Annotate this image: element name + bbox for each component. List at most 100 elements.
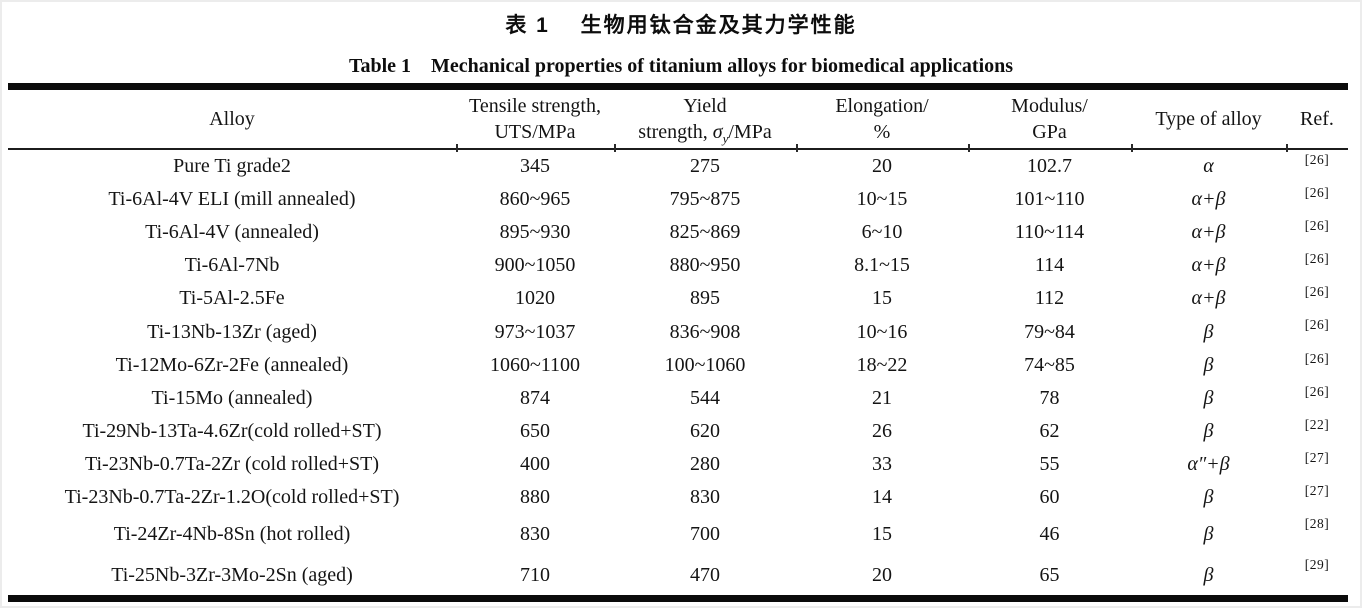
cell-yield_strength: 620 xyxy=(690,419,720,442)
cell-elongation: 15 xyxy=(872,522,892,545)
column-divider-tick xyxy=(456,144,458,152)
column-header-line: Ref. xyxy=(1300,108,1334,130)
column-header-ref: Ref. xyxy=(1286,90,1348,148)
reference-superscript: [26] xyxy=(1304,218,1330,234)
cell-type_of_alloy: α+β xyxy=(1191,254,1226,277)
column-header-line: GPa xyxy=(1032,121,1067,143)
cell-modulus: 112 xyxy=(1034,287,1065,310)
table-row: Ti-23Nb-0.7Ta-2Zr-1.2O(cold rolled+ST) 88… xyxy=(8,481,1348,514)
cell-alloy: Ti-6Al-4V ELI (mill annealed) xyxy=(108,188,356,211)
table-row: Ti-15Mo (annealed) 874 544 21 78 β [26] xyxy=(8,382,1348,415)
cell-modulus: 102.7 xyxy=(1027,155,1072,178)
cell-modulus: 101~110 xyxy=(1014,188,1085,211)
cell-yield_strength: 825~869 xyxy=(669,221,741,244)
column-divider-tick xyxy=(1131,144,1133,152)
cell-tensile_strength: 1060~1100 xyxy=(489,353,581,376)
table-top-rule xyxy=(8,83,1348,90)
alloy-properties-table: Alloy Tensile strength, UTS/MPa Yield streng… xyxy=(8,83,1348,603)
reference-superscript: [26] xyxy=(1304,350,1330,366)
column-divider-tick xyxy=(1286,144,1288,152)
cell-tensile_strength: 830 xyxy=(520,522,550,545)
table-row: Ti-29Nb-13Ta-4.6Zr(cold rolled+ST) 650 620… xyxy=(8,415,1348,448)
column-header-line: Alloy xyxy=(209,108,255,130)
cell-type_of_alloy: α xyxy=(1203,155,1214,178)
cell-ref: [26] xyxy=(1286,249,1348,282)
cell-ref: [26] xyxy=(1286,150,1348,183)
cell-elongation: 21 xyxy=(872,386,892,409)
cell-type_of_alloy: α+β xyxy=(1191,188,1226,211)
cell-type_of_alloy: α″+β xyxy=(1187,452,1230,475)
column-header-yield_strength: Yield strength, σy/MPa xyxy=(614,90,796,148)
cell-elongation: 10~16 xyxy=(856,320,908,343)
column-header-line: % xyxy=(873,121,891,143)
table-row: Ti-6Al-4V ELI (mill annealed) 860~965 795~… xyxy=(8,183,1348,216)
table-row: Pure Ti grade2 345 275 20 102.7 α [26] xyxy=(8,150,1348,183)
cell-elongation: 20 xyxy=(872,563,892,586)
cell-alloy: Ti-6Al-4V (annealed) xyxy=(145,221,319,244)
cell-type_of_alloy: β xyxy=(1203,320,1214,343)
cell-modulus: 62 xyxy=(1039,419,1060,442)
reference-superscript: [27] xyxy=(1304,449,1330,465)
cell-yield_strength: 280 xyxy=(690,452,720,475)
cell-ref: [26] xyxy=(1286,183,1348,216)
cell-modulus: 55 xyxy=(1039,452,1060,475)
cell-tensile_strength: 874 xyxy=(520,386,550,409)
table-row: Ti-12Mo-6Zr-2Fe (annealed) 1060~1100 100~1… xyxy=(8,349,1348,382)
cell-type_of_alloy: β xyxy=(1203,353,1214,376)
table-row: Ti-5Al-2.5Fe 1020 895 15 112 α+β [26] xyxy=(8,282,1348,315)
cell-elongation: 33 xyxy=(872,452,892,475)
cell-elongation: 15 xyxy=(872,287,892,310)
cell-elongation: 20 xyxy=(872,155,892,178)
table-row: Ti-25Nb-3Zr-3Mo-2Sn (aged) 710 470 20 65 β [29… xyxy=(8,555,1348,596)
column-header-line: strength, σy/MPa xyxy=(638,121,772,146)
cell-tensile_strength: 973~1037 xyxy=(494,320,576,343)
cell-type_of_alloy: β xyxy=(1203,522,1214,545)
cell-ref: [29] xyxy=(1286,555,1348,596)
cell-yield_strength: 700 xyxy=(690,522,720,545)
reference-superscript: [26] xyxy=(1304,383,1330,399)
column-divider-tick xyxy=(614,144,616,152)
reference-superscript: [26] xyxy=(1304,317,1330,333)
cell-yield_strength: 275 xyxy=(690,155,720,178)
column-header-line: Elongation/ xyxy=(835,95,929,117)
cell-elongation: 10~15 xyxy=(856,188,908,211)
cell-alloy: Ti-15Mo (annealed) xyxy=(151,386,313,409)
column-header-alloy: Alloy xyxy=(8,90,456,148)
table-row: Ti-23Nb-0.7Ta-2Zr (cold rolled+ST) 400 280… xyxy=(8,448,1348,481)
cell-ref: [26] xyxy=(1286,282,1348,315)
cell-ref: [27] xyxy=(1286,481,1348,514)
cell-modulus: 110~114 xyxy=(1014,221,1085,244)
cell-type_of_alloy: α+β xyxy=(1191,221,1226,244)
cell-yield_strength: 830 xyxy=(690,485,720,508)
cell-alloy: Ti-29Nb-13Ta-4.6Zr(cold rolled+ST) xyxy=(82,419,382,442)
cell-tensile_strength: 345 xyxy=(520,155,550,178)
cell-tensile_strength: 1020 xyxy=(515,287,555,310)
table-caption-chinese: 表 1 生物用钛合金及其力学性能 xyxy=(505,14,857,37)
header-separator-rule xyxy=(8,144,1348,152)
cell-type_of_alloy: β xyxy=(1203,485,1214,508)
cell-modulus: 79~84 xyxy=(1024,320,1075,343)
cell-modulus: 74~85 xyxy=(1024,353,1075,376)
table-body: Pure Ti grade2 345 275 20 102.7 α [26] Ti-6Al-4… xyxy=(8,150,1348,595)
column-header-line: Tensile strength, xyxy=(469,95,601,117)
cell-alloy: Ti-23Nb-0.7Ta-2Zr (cold rolled+ST) xyxy=(84,452,380,475)
cell-elongation: 18~22 xyxy=(856,353,908,376)
table-row: Ti-6Al-7Nb 900~1050 880~950 8.1~15 114 α+β [26… xyxy=(8,249,1348,282)
table-row: Ti-13Nb-13Zr (aged) 973~1037 836~908 10~16 7… xyxy=(8,315,1348,348)
cell-ref: [26] xyxy=(1286,315,1348,348)
column-header-modulus: Modulus/GPa xyxy=(968,90,1131,148)
column-header-line: Yield xyxy=(683,95,727,117)
cell-elongation: 8.1~15 xyxy=(854,254,910,277)
table-row: Ti-6Al-4V (annealed) 895~930 825~869 6~10 11… xyxy=(8,216,1348,249)
cell-yield_strength: 544 xyxy=(690,386,720,409)
column-divider-tick xyxy=(968,144,970,152)
cell-yield_strength: 836~908 xyxy=(669,320,741,343)
cell-alloy: Ti-13Nb-13Zr (aged) xyxy=(147,320,317,343)
reference-superscript: [26] xyxy=(1304,284,1330,300)
cell-tensile_strength: 880 xyxy=(520,485,550,508)
column-header-type_of_alloy: Type of alloy xyxy=(1131,90,1286,148)
cell-tensile_strength: 900~1050 xyxy=(494,254,576,277)
reference-superscript: [26] xyxy=(1304,251,1330,267)
reference-superscript: [22] xyxy=(1304,416,1330,432)
cell-alloy: Ti-6Al-7Nb xyxy=(184,254,280,277)
